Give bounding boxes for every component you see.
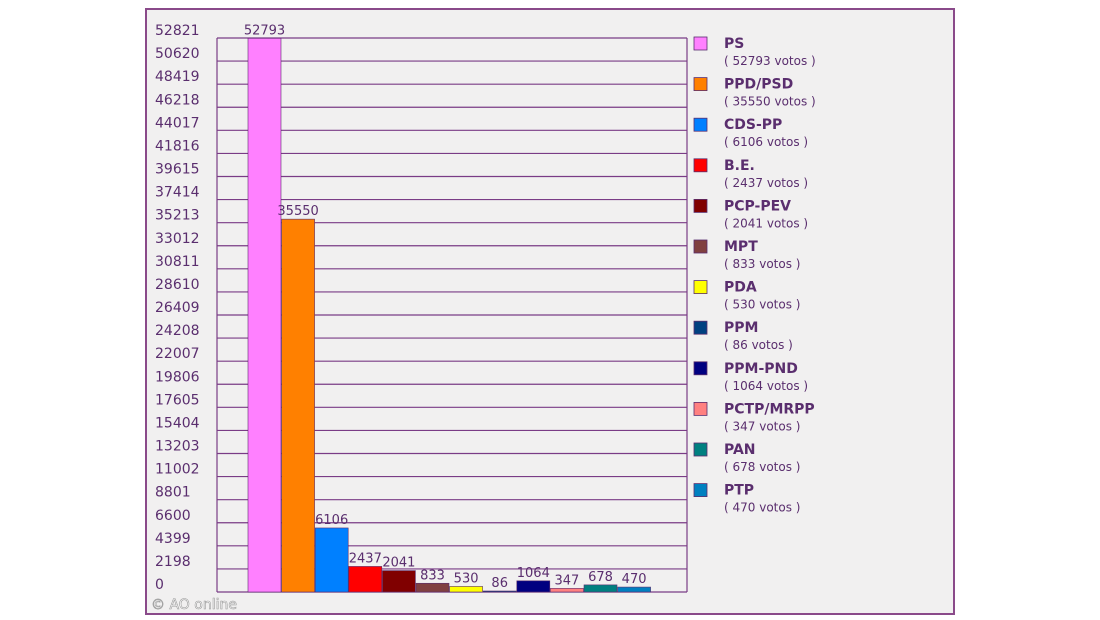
legend-swatch-pctp-mrpp xyxy=(694,402,707,415)
legend-votes-mpt: ( 833 votos ) xyxy=(724,257,800,271)
legend-label-pctp-mrpp: PCTP/MRPP xyxy=(724,401,815,417)
y-tick-label: 46218 xyxy=(155,92,200,108)
bar-value-label: 2437 xyxy=(349,551,382,566)
bar-value-label: 52793 xyxy=(244,23,285,38)
legend-label-ppm: PPM xyxy=(724,320,758,336)
bar-pcp-pev xyxy=(382,571,415,592)
y-tick-label: 6600 xyxy=(155,508,191,524)
legend-swatch-pan xyxy=(694,443,707,456)
legend-label-ps: PS xyxy=(724,36,744,52)
legend-label-pda: PDA xyxy=(724,280,757,296)
y-tick-label: 19806 xyxy=(155,369,200,385)
legend-votes-ps: ( 52793 votos ) xyxy=(724,54,816,68)
credit-text: © AO online xyxy=(151,597,237,613)
y-tick-label: 11002 xyxy=(155,462,200,478)
y-tick-label: 15404 xyxy=(155,415,200,431)
bar-ps xyxy=(248,38,281,592)
legend-votes-ptp: ( 470 votos ) xyxy=(724,501,800,515)
legend-votes-b-e-: ( 2437 votos ) xyxy=(724,176,808,190)
legend-votes-pctp-mrpp: ( 347 votos ) xyxy=(724,419,800,433)
legend: PS ( 52793 votos ) PPD/PSD ( 35550 votos ) C… xyxy=(694,36,816,515)
y-tick-label: 39615 xyxy=(155,162,200,178)
bar-value-label: 347 xyxy=(554,573,579,588)
legend-swatch-ptp xyxy=(694,484,707,497)
y-tick-label: 24208 xyxy=(155,323,200,339)
bar-b-e- xyxy=(349,566,382,592)
bar-value-label: 6106 xyxy=(315,513,348,528)
bar-pda xyxy=(450,586,483,592)
bar-value-label: 833 xyxy=(420,568,445,583)
y-tick-label: 2198 xyxy=(155,554,191,570)
legend-swatch-pda xyxy=(694,281,707,294)
y-tick-label: 30811 xyxy=(155,254,200,270)
y-tick-label: 33012 xyxy=(155,231,200,247)
legend-swatch-ppm xyxy=(694,321,707,334)
bar-ppm xyxy=(483,591,516,592)
legend-swatch-ps xyxy=(694,37,707,50)
bar-mpt xyxy=(416,583,449,592)
legend-votes-ppd-psd: ( 35550 votos ) xyxy=(724,95,816,109)
bar-value-label: 1064 xyxy=(517,566,550,581)
legend-label-ppm-pnd: PPM-PND xyxy=(724,361,798,377)
bar-cds-pp xyxy=(315,528,348,592)
y-tick-label: 41816 xyxy=(155,138,200,154)
y-tick-label: 8801 xyxy=(155,485,191,501)
legend-swatch-cds-pp xyxy=(694,118,707,131)
bar-ppd-psd xyxy=(282,219,315,592)
bar-value-label: 470 xyxy=(622,572,647,587)
y-tick-label: 28610 xyxy=(155,277,200,293)
legend-label-b-e-: B.E. xyxy=(724,158,755,174)
y-tick-label: 13203 xyxy=(155,439,200,455)
bar-value-label: 35550 xyxy=(277,204,318,219)
bar-pan xyxy=(584,585,617,592)
legend-label-ptp: PTP xyxy=(724,483,754,499)
y-tick-label: 35213 xyxy=(155,208,200,224)
legend-votes-pda: ( 530 votos ) xyxy=(724,298,800,312)
y-tick-label: 22007 xyxy=(155,346,200,362)
legend-swatch-mpt xyxy=(694,240,707,253)
legend-votes-ppm-pnd: ( 1064 votos ) xyxy=(724,379,808,393)
bar-value-label: 530 xyxy=(454,571,479,586)
bar-value-label: 86 xyxy=(491,576,508,591)
y-tick-label: 44017 xyxy=(155,115,200,131)
bar-ptp xyxy=(618,587,651,592)
bar-ppm-pnd xyxy=(517,581,550,592)
chart-frame: 52821 50620 48419 46218 44017 41816 39615 37414… xyxy=(145,8,955,615)
bar-chart: 52821 50620 48419 46218 44017 41816 39615 37414… xyxy=(147,10,953,613)
legend-swatch-ppm-pnd xyxy=(694,362,707,375)
legend-label-cds-pp: CDS-PP xyxy=(724,117,782,133)
legend-label-mpt: MPT xyxy=(724,239,758,255)
legend-label-pan: PAN xyxy=(724,442,756,458)
y-axis-ticks: 52821 50620 48419 46218 44017 41816 39615 37414… xyxy=(155,23,200,593)
bar-value-label: 678 xyxy=(588,570,613,585)
legend-swatch-ppd-psd xyxy=(694,78,707,91)
y-tick-label: 17605 xyxy=(155,392,200,408)
legend-votes-cds-pp: ( 6106 votos ) xyxy=(724,135,808,149)
bar-value-label: 2041 xyxy=(382,556,415,571)
legend-label-ppd-psd: PPD/PSD xyxy=(724,77,793,93)
legend-votes-ppm: ( 86 votos ) xyxy=(724,338,793,352)
legend-swatch-b-e- xyxy=(694,159,707,172)
legend-label-pcp-pev: PCP-PEV xyxy=(724,198,791,214)
y-tick-label: 4399 xyxy=(155,531,191,547)
y-tick-label: 26409 xyxy=(155,300,200,316)
y-tick-label: 37414 xyxy=(155,185,200,201)
bar-pctp-mrpp xyxy=(550,588,583,592)
legend-swatch-pcp-pev xyxy=(694,199,707,212)
y-tick-label: 52821 xyxy=(155,23,200,39)
legend-votes-pan: ( 678 votos ) xyxy=(724,460,800,474)
y-tick-label: 48419 xyxy=(155,69,200,85)
y-tick-label: 50620 xyxy=(155,46,200,62)
legend-votes-pcp-pev: ( 2041 votos ) xyxy=(724,216,808,230)
y-tick-label: 0 xyxy=(155,577,164,593)
